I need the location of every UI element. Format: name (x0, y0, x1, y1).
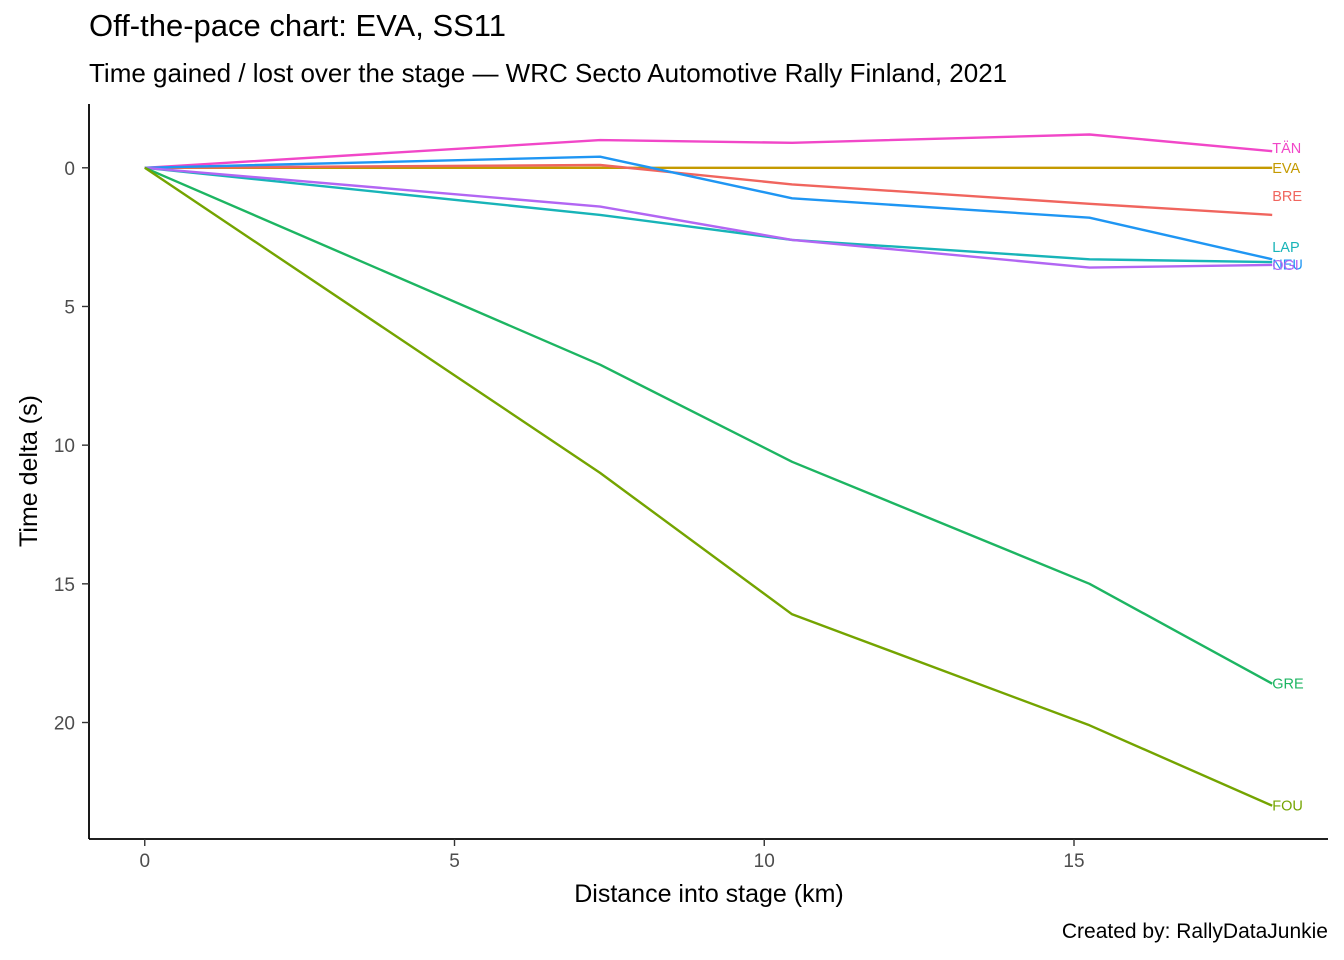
chart-caption: Created by: RallyDataJunkie (1061, 920, 1328, 943)
chart-title: Off-the-pace chart: EVA, SS11 (89, 8, 506, 43)
series-line-bre (144, 163, 1273, 217)
x-tick-label: 0 (139, 851, 150, 872)
series-line-fou (144, 166, 1273, 807)
series-line-ogi (144, 166, 1273, 269)
series-line-gre (144, 166, 1273, 685)
series-label-fou: FOU (1272, 799, 1303, 815)
axes: 0 5 10 15 0 5 10 15 20 (54, 104, 1328, 872)
y-tick-label: 0 (64, 159, 75, 180)
y-tick-label: 5 (64, 297, 75, 318)
series-label-gre: GRE (1272, 677, 1304, 693)
y-tick-label: 15 (54, 575, 75, 596)
x-tick-label: 5 (449, 851, 460, 872)
series-label-ogi: OGI (1272, 258, 1299, 274)
y-tick-label: 20 (54, 714, 75, 735)
series-label-bre: BRE (1272, 189, 1302, 205)
x-tick-label: 15 (1063, 851, 1084, 872)
series-label-tän: TÄN (1272, 140, 1301, 157)
chart-subtitle: Time gained / lost over the stage — WRC … (89, 58, 1008, 88)
series-line-neu (144, 155, 1273, 261)
series-lines (144, 133, 1273, 807)
series-line-tän (144, 133, 1273, 169)
y-axis-title: Time delta (s) (15, 395, 43, 547)
x-tick-label: 10 (754, 851, 775, 872)
series-label-neu: NEU (1272, 257, 1303, 273)
series-label-eva: EVA (1272, 161, 1300, 177)
series-label-lap: LAP (1272, 240, 1299, 256)
x-axis-title: Distance into stage (km) (574, 880, 844, 908)
y-tick-label: 10 (54, 436, 75, 457)
